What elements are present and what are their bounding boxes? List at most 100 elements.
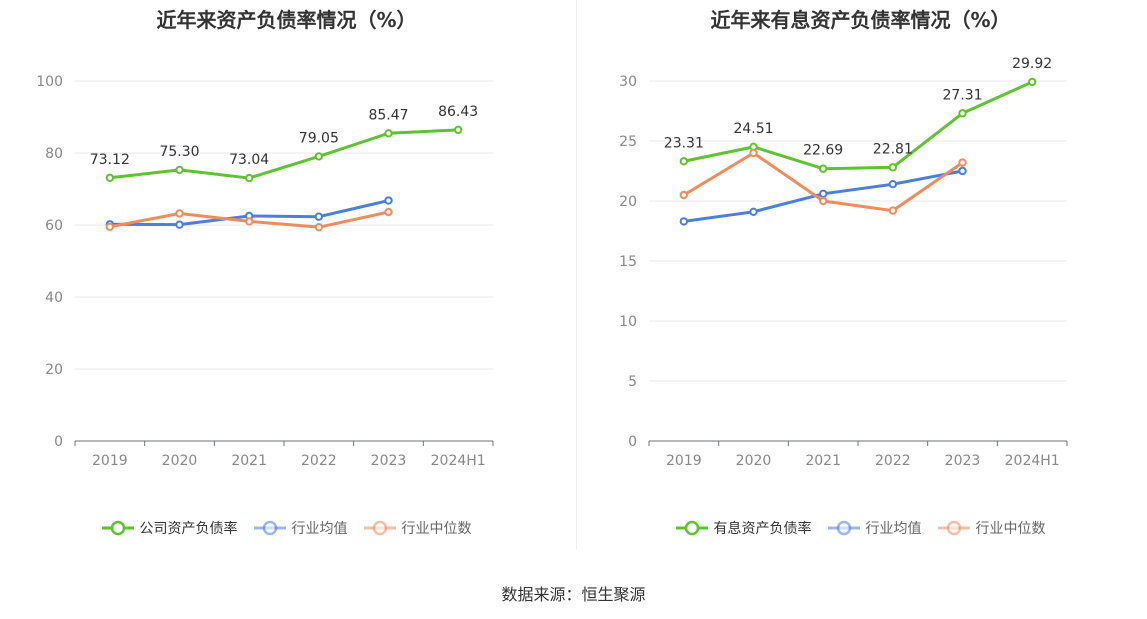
data-label: 23.31 (664, 135, 704, 151)
legend-label: 行业均值 (291, 521, 348, 537)
chart-title: 近年来有息资产负债率情况（%） (710, 8, 1011, 32)
data-point[interactable] (453, 125, 463, 135)
data-label: 29.92 (1012, 56, 1052, 72)
legend-label: 行业中位数 (975, 521, 1046, 537)
legend-item-0[interactable]: 有息资产负债率 (675, 518, 812, 538)
y-tick-label: 80 (45, 146, 63, 162)
series-line (109, 128, 459, 180)
y-tick-label: 20 (45, 362, 63, 378)
legend-item-1[interactable]: 行业均值 (827, 518, 922, 538)
data-label: 75.30 (159, 144, 199, 160)
y-tick-label: 10 (619, 314, 637, 330)
x-tick-label: 2020 (162, 453, 198, 469)
legend-label: 行业均值 (865, 521, 922, 537)
series-line (683, 80, 1033, 171)
chart-panel-debt-ratio: 近年来资产负债率情况（%） 0 20 40 60 80 100 2019 2020 2021 20… (0, 0, 573, 560)
x-tick-label: 2022 (875, 453, 911, 469)
data-point[interactable] (314, 152, 324, 161)
data-label: 73.12 (90, 152, 130, 168)
legend-item-2[interactable]: 行业中位数 (937, 518, 1046, 538)
series-1 (105, 196, 393, 229)
data-point[interactable] (175, 165, 184, 175)
data-point[interactable] (384, 207, 393, 217)
series-1 (679, 166, 967, 226)
data-point[interactable] (888, 180, 898, 189)
data-label: 86.43 (438, 104, 478, 120)
legend-line-circle-icon (937, 520, 970, 536)
chart-panel-interest-debt-ratio: 近年来有息资产负债率情况（%） 0 5 10 15 20 25 30 2019 2020 2021… (574, 0, 1147, 560)
panel-divider (576, 0, 577, 550)
line-chart-debt-ratio: 0 20 40 60 80 100 2019 2020 2021 2022 2023 2024H1 73… (36, 74, 494, 469)
legend-line-circle-icon (253, 520, 286, 536)
series-0: 23.31 24.51 22.69 22.81 27.31 29.92 (664, 56, 1052, 173)
data-point[interactable] (958, 109, 967, 118)
y-tick-label: 0 (628, 434, 637, 450)
legend-item-0[interactable]: 公司资产负债率 (101, 518, 238, 538)
y-tick-label: 25 (619, 134, 637, 150)
y-tick-label: 100 (36, 74, 63, 90)
data-label: 79.05 (299, 130, 339, 146)
data-point[interactable] (1027, 77, 1037, 87)
data-label: 27.31 (942, 87, 982, 103)
data-point[interactable] (818, 189, 828, 199)
y-tick-label: 30 (619, 74, 637, 90)
data-source-note: 数据来源：恒生聚源 (501, 585, 646, 604)
data-point[interactable] (175, 220, 184, 229)
data-point[interactable] (314, 222, 324, 232)
data-point[interactable] (679, 157, 689, 166)
legend: 有息资产负债率 行业均值 行业中位数 (574, 518, 1147, 538)
legend-line-circle-icon (675, 520, 708, 536)
data-point[interactable] (244, 173, 254, 183)
data-point[interactable] (384, 196, 393, 205)
y-tick-label: 40 (45, 290, 63, 306)
y-tick-label: 20 (619, 194, 637, 210)
data-point[interactable] (175, 209, 184, 218)
data-label: 22.81 (873, 141, 913, 157)
x-tick-label: 2021 (231, 453, 267, 469)
x-tick-label: 2024H1 (431, 453, 486, 469)
y-tick-label: 60 (45, 218, 63, 234)
data-label: 22.69 (803, 143, 843, 159)
x-tick-label: 2021 (805, 453, 841, 469)
data-point[interactable] (818, 164, 828, 173)
data-point[interactable] (679, 190, 689, 200)
legend-item-2[interactable]: 行业中位数 (363, 518, 472, 538)
data-point[interactable] (679, 217, 689, 226)
data-point[interactable] (958, 158, 967, 167)
x-tick-label: 2022 (301, 453, 337, 469)
x-tick-label: 2024H1 (1005, 453, 1060, 469)
x-tick-label: 2020 (736, 453, 772, 469)
x-tick-label: 2023 (945, 453, 981, 469)
line-chart-interest-debt-ratio: 0 5 10 15 20 25 30 2019 2020 2021 2022 2023 2024H1 23… (619, 56, 1068, 469)
data-point[interactable] (888, 163, 898, 172)
series-2 (679, 148, 967, 215)
legend-line-circle-icon (101, 520, 134, 536)
y-tick-label: 5 (628, 374, 637, 390)
series-0: 73.12 75.30 73.04 79.05 85.47 86.43 (90, 104, 478, 183)
data-point[interactable] (958, 166, 967, 176)
legend-label: 公司资产负债率 (139, 521, 238, 537)
x-tick-label: 2023 (371, 453, 407, 469)
legend-line-circle-icon (827, 520, 860, 536)
data-label: 24.51 (733, 121, 773, 137)
data-label: 85.47 (368, 107, 408, 123)
legend: 公司资产负债率 行业均值 行业中位数 (0, 518, 573, 538)
data-point[interactable] (105, 222, 115, 232)
data-point[interactable] (749, 148, 758, 158)
x-tick-label: 2019 (92, 453, 128, 469)
data-point[interactable] (818, 196, 828, 206)
legend-label: 行业中位数 (401, 521, 472, 537)
legend-label: 有息资产负债率 (713, 521, 812, 537)
data-point[interactable] (749, 207, 758, 217)
y-tick-label: 0 (54, 434, 63, 450)
data-point[interactable] (105, 173, 115, 182)
chart-title: 近年来资产负债率情况（%） (156, 8, 417, 32)
data-point[interactable] (384, 129, 393, 138)
legend-item-1[interactable]: 行业均值 (253, 518, 348, 538)
data-point[interactable] (888, 206, 898, 215)
data-point[interactable] (314, 212, 324, 221)
data-point[interactable] (244, 217, 254, 226)
legend-line-circle-icon (363, 520, 396, 536)
x-tick-label: 2019 (666, 453, 702, 469)
